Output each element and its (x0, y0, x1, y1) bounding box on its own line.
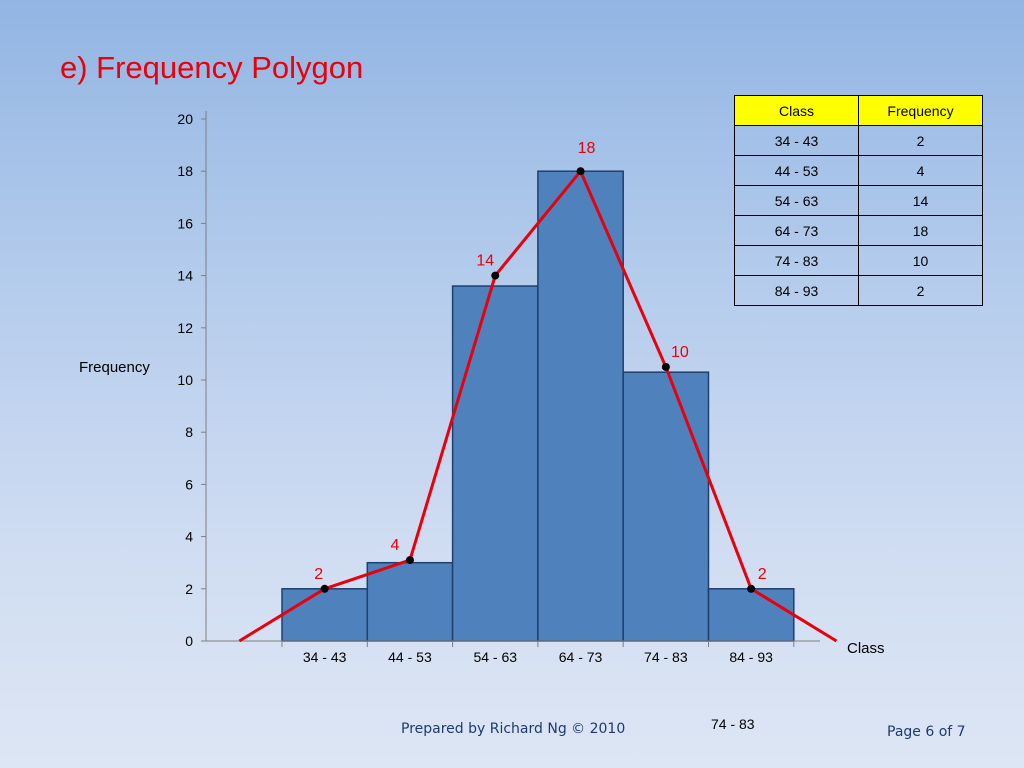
table-cell-class: 74 - 83 (735, 246, 859, 276)
polygon-point (747, 585, 755, 593)
data-label: 2 (758, 566, 767, 583)
table-header-frequency: Frequency (859, 96, 983, 126)
data-label: 18 (578, 140, 596, 157)
table-cell-frequency: 2 (859, 126, 983, 156)
x-axis-title: Class (847, 640, 885, 657)
histogram-bar (623, 372, 708, 641)
polygon-point (491, 272, 499, 280)
y-tick-label: 8 (185, 424, 193, 440)
polygon-point (662, 363, 670, 371)
y-axis: 0 2 4 6 8 10 12 14 16 18 20 (177, 111, 206, 649)
y-tick-label: 18 (177, 163, 193, 179)
y-tick-label: 4 (185, 529, 193, 545)
data-label: 14 (476, 253, 494, 270)
histogram-bar (282, 589, 367, 641)
table-cell-frequency: 18 (859, 216, 983, 246)
x-tick-label: 54 - 63 (473, 649, 517, 665)
table-row: 54 - 63 14 (735, 186, 983, 216)
data-label: 4 (390, 537, 399, 554)
table-cell-class: 54 - 63 (735, 186, 859, 216)
table-cell-class: 84 - 93 (735, 276, 859, 306)
data-label: 2 (314, 566, 323, 583)
frequency-table: Class Frequency 34 - 43 2 44 - 53 4 54 -… (734, 95, 983, 306)
table-row: 44 - 53 4 (735, 156, 983, 186)
page-indicator: Page 6 of 7 (887, 724, 966, 740)
table-cell-frequency: 14 (859, 186, 983, 216)
table-row: 84 - 93 2 (735, 276, 983, 306)
y-axis-title: Frequency (79, 359, 150, 376)
y-tick-label: 0 (185, 633, 193, 649)
table-row: 64 - 73 18 (735, 216, 983, 246)
y-tick-label: 6 (185, 476, 193, 492)
footer-credit: Prepared by Richard Ng © 2010 (401, 721, 625, 737)
footer-note: 74 - 83 (711, 716, 755, 732)
table-header-class: Class (735, 96, 859, 126)
x-tick-label: 64 - 73 (559, 649, 603, 665)
table-cell-frequency: 10 (859, 246, 983, 276)
histogram-bars (282, 171, 794, 641)
polygon-point (577, 167, 585, 175)
table-cell-class: 44 - 53 (735, 156, 859, 186)
x-tick-label: 74 - 83 (644, 649, 688, 665)
table-row: 34 - 43 2 (735, 126, 983, 156)
table-cell-class: 64 - 73 (735, 216, 859, 246)
x-tick-label: 84 - 93 (729, 649, 773, 665)
table-cell-class: 34 - 43 (735, 126, 859, 156)
histogram-bar (367, 563, 452, 641)
y-tick-label: 14 (177, 268, 193, 284)
table-cell-frequency: 2 (859, 276, 983, 306)
y-tick-label: 2 (185, 581, 193, 597)
x-axis: 34 - 43 44 - 53 54 - 63 64 - 73 74 - 83 84 - … (206, 641, 820, 665)
data-label: 10 (671, 344, 689, 361)
x-tick-label: 34 - 43 (303, 649, 347, 665)
histogram-bar (453, 286, 538, 641)
y-tick-label: 12 (177, 320, 193, 336)
histogram-bar (709, 589, 794, 641)
y-tick-label: 16 (177, 215, 193, 231)
y-tick-label: 20 (177, 111, 193, 127)
table-header-row: Class Frequency (735, 96, 983, 126)
x-tick-label: 44 - 53 (388, 649, 432, 665)
y-tick-label: 10 (177, 372, 193, 388)
table-cell-frequency: 4 (859, 156, 983, 186)
table-row: 74 - 83 10 (735, 246, 983, 276)
polygon-point (321, 585, 329, 593)
polygon-point (406, 556, 414, 564)
